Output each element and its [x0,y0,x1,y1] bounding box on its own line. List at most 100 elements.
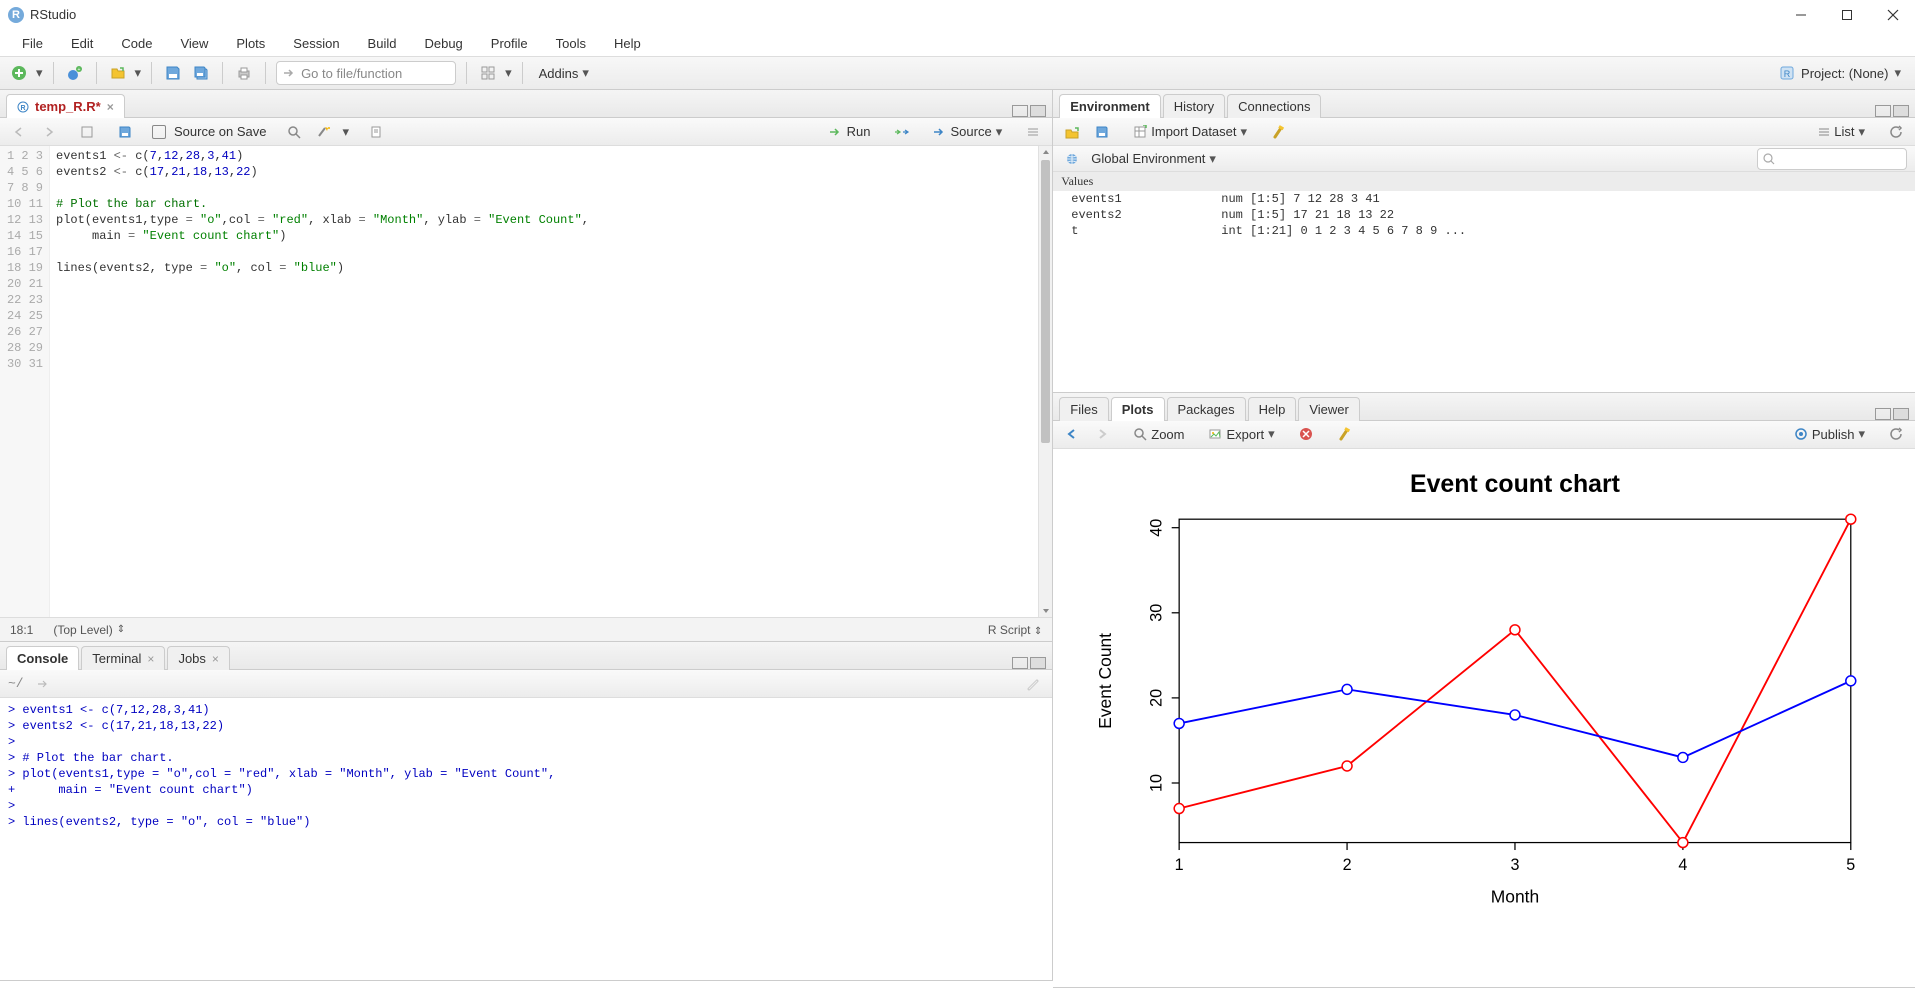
go-to-file-placeholder: Go to file/function [301,66,402,81]
console-pane-layout-icons[interactable] [1012,657,1046,669]
clear-plots-icon[interactable] [1333,423,1355,445]
plots-toolbar: Zoom Export▾ Publish▾ [1053,421,1915,449]
workspace-panes-icon[interactable] [477,62,499,84]
editor-scrollbar[interactable] [1038,146,1052,617]
go-to-file-input[interactable]: Go to file/function [276,61,456,85]
env-list-icon[interactable]: List▾ [1814,121,1869,143]
env-scope-selector[interactable]: Global Environment▾ [1091,151,1216,167]
plots-tab-viewer[interactable]: Viewer [1298,397,1360,421]
close-tab-icon[interactable]: × [212,652,219,666]
save-workspace-icon[interactable] [1091,121,1113,143]
maximize-button[interactable] [1833,5,1861,25]
plots-pane-layout-icons[interactable] [1875,408,1909,420]
import-dataset-label: Import Dataset [1151,124,1236,139]
panes-dropdown-icon[interactable]: ▾ [505,65,512,81]
open-recent-dropdown-icon[interactable]: ▾ [135,65,142,81]
env-row[interactable]: tint [1:21] 0 1 2 3 4 5 6 7 8 9 ... [1053,223,1915,239]
menubar: FileEditCodeViewPlotsSessionBuildDebugPr… [0,30,1915,56]
env-tab-environment[interactable]: Environment [1059,94,1160,118]
env-pane-layout-icons[interactable] [1875,105,1909,117]
new-file-icon[interactable] [8,62,30,84]
code-tools-dropdown-icon[interactable]: ▾ [343,124,350,140]
menu-file[interactable]: File [10,33,55,54]
remove-plot-icon[interactable] [1295,423,1317,445]
console-wd-icon[interactable] [32,673,54,695]
menu-tools[interactable]: Tools [544,33,598,54]
show-in-new-window-icon[interactable] [76,121,98,143]
import-dataset-icon[interactable]: Import Dataset▾ [1129,121,1251,143]
console-tab-jobs[interactable]: Jobs × [167,646,229,670]
plots-tab-plots[interactable]: Plots [1111,397,1165,421]
outline-icon[interactable] [1022,121,1044,143]
close-tab-icon[interactable]: × [147,652,154,666]
plots-tab-packages[interactable]: Packages [1167,397,1246,421]
close-button[interactable] [1879,5,1907,25]
zoom-plot-icon[interactable]: Zoom [1129,423,1188,445]
titlebar: R RStudio [0,0,1915,30]
env-tab-history[interactable]: History [1163,94,1225,118]
forward-icon[interactable] [38,121,60,143]
console-tab-terminal[interactable]: Terminal × [81,646,165,670]
back-icon[interactable] [8,121,30,143]
menu-build[interactable]: Build [356,33,409,54]
env-search[interactable] [1757,148,1907,170]
svg-text:3: 3 [1511,856,1520,874]
refresh-env-icon[interactable] [1885,121,1907,143]
clear-env-icon[interactable] [1267,121,1289,143]
run-label: Run [847,124,871,139]
open-file-icon[interactable] [107,62,129,84]
source-tab[interactable]: R temp_R.R* × [6,94,125,118]
new-file-dropdown-icon[interactable]: ▾ [36,65,43,81]
menu-code[interactable]: Code [109,33,164,54]
refresh-plot-icon[interactable] [1885,423,1907,445]
pane-layout-icons[interactable] [1012,105,1046,117]
scope-selector[interactable]: (Top Level) ⇕ [53,623,125,637]
source-tab-label: temp_R.R* [35,99,101,114]
load-workspace-icon[interactable] [1061,121,1083,143]
source-icon[interactable]: Source▾ [929,121,1007,143]
menu-edit[interactable]: Edit [59,33,105,54]
rerun-icon[interactable] [891,121,913,143]
next-plot-icon[interactable] [1091,423,1113,445]
env-row[interactable]: events2num [1:5] 17 21 18 13 22 [1053,207,1915,223]
run-icon[interactable]: Run [825,121,875,143]
close-tab-icon[interactable]: × [107,100,114,114]
env-search-input[interactable] [1757,148,1907,170]
plots-tab-help[interactable]: Help [1248,397,1297,421]
find-icon[interactable] [283,121,305,143]
menu-profile[interactable]: Profile [479,33,540,54]
menu-plots[interactable]: Plots [224,33,277,54]
minimize-button[interactable] [1787,5,1815,25]
source-label: Source [951,124,992,139]
addins-label: Addins [539,66,579,81]
window-title: RStudio [30,7,76,22]
menu-view[interactable]: View [168,33,220,54]
compile-report-icon[interactable] [365,121,387,143]
menu-help[interactable]: Help [602,33,653,54]
svg-text:R: R [1784,69,1791,79]
plots-tabs: FilesPlotsPackagesHelpViewer [1053,393,1915,421]
env-tab-connections[interactable]: Connections [1227,94,1321,118]
clear-console-icon[interactable] [1022,673,1044,695]
export-plot-icon[interactable]: Export▾ [1204,423,1278,445]
addins-menu[interactable]: Addins ▾ [533,65,595,81]
source-on-save-checkbox[interactable] [152,125,166,139]
publish-plot-icon[interactable]: Publish▾ [1790,423,1869,445]
env-row[interactable]: events1num [1:5] 7 12 28 3 41 [1053,191,1915,207]
new-project-icon[interactable]: + [64,62,86,84]
code-tools-icon[interactable] [313,121,335,143]
save-all-icon[interactable] [190,62,212,84]
print-icon[interactable] [233,62,255,84]
menu-debug[interactable]: Debug [412,33,474,54]
code-editor[interactable]: 1 2 3 4 5 6 7 8 9 10 11 12 13 14 15 16 1… [0,146,1052,617]
project-menu[interactable]: R Project: (None) ▾ [1773,65,1907,81]
menu-session[interactable]: Session [281,33,351,54]
save-icon[interactable] [162,62,184,84]
cursor-position: 18:1 [10,623,33,637]
save-file-icon[interactable] [114,121,136,143]
console-tab-console[interactable]: Console [6,646,79,670]
console-output[interactable]: > events1 <- c(7,12,28,3,41) > events2 <… [0,698,1052,980]
language-mode[interactable]: R Script ⇕ [988,623,1042,637]
prev-plot-icon[interactable] [1061,423,1083,445]
plots-tab-files[interactable]: Files [1059,397,1108,421]
